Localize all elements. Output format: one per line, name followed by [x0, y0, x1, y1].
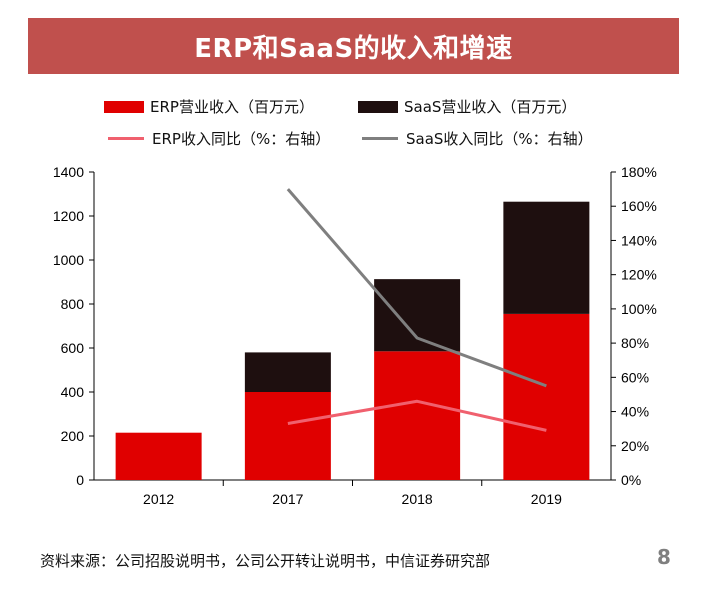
y-tick-label: 200: [61, 428, 85, 444]
bar-saas-revenue: [374, 279, 461, 352]
title-bar: ERP和SaaS的收入和增速: [28, 18, 679, 74]
y-tick-label: 800: [61, 296, 85, 312]
x-tick-label: 2019: [531, 491, 562, 507]
y2-tick-label: 180%: [621, 164, 657, 180]
y2-tick-label: 60%: [621, 369, 649, 385]
y-tick-label: 1400: [53, 164, 84, 180]
legend-line-saas-growth: [362, 137, 398, 140]
legend-label-erp-growth: ERP收入同比（%：右轴）: [152, 130, 331, 148]
x-tick-label: 2012: [143, 491, 174, 507]
y-tick-label: 400: [61, 384, 85, 400]
y-tick-label: 1200: [53, 208, 84, 224]
legend-label-erp-revenue: ERP营业收入（百万元）: [150, 98, 314, 116]
bar-erp-revenue: [244, 392, 331, 480]
legend-item-saas-growth: SaaS收入同比（%：右轴）: [358, 128, 593, 149]
x-tick-label: 2017: [272, 491, 303, 507]
y-tick-label: 1000: [53, 252, 84, 268]
legend-line-erp-growth: [108, 137, 144, 140]
chart-title: ERP和SaaS的收入和增速: [194, 33, 513, 64]
bar-erp-revenue: [115, 432, 202, 480]
bar-saas-revenue: [244, 352, 331, 392]
y-tick-label: 600: [61, 340, 85, 356]
bar-saas-revenue: [503, 201, 590, 314]
legend-label-saas-revenue: SaaS营业收入（百万元）: [404, 98, 577, 116]
legend-item-erp-revenue: ERP营业收入（百万元）: [104, 96, 314, 117]
bar-erp-revenue: [374, 351, 461, 480]
y2-tick-label: 0%: [621, 472, 641, 488]
legend-item-saas-revenue: SaaS营业收入（百万元）: [358, 96, 576, 117]
line-saas-growth: [286, 188, 547, 388]
legend-label-saas-growth: SaaS收入同比（%：右轴）: [406, 130, 593, 148]
y2-tick-label: 140%: [621, 232, 657, 248]
legend-item-erp-growth: ERP收入同比（%：右轴）: [104, 128, 330, 149]
bar-erp-revenue: [503, 313, 590, 480]
y2-tick-label: 20%: [621, 438, 649, 454]
y2-tick-label: 40%: [621, 404, 649, 420]
legend-swatch-saas-revenue: [358, 100, 398, 113]
y2-tick-label: 80%: [621, 335, 649, 351]
line-erp-growth: [287, 399, 547, 432]
page-number: 8: [657, 545, 671, 569]
legend-swatch-erp-revenue: [104, 100, 144, 113]
y2-tick-label: 120%: [621, 267, 657, 283]
source-note: 资料来源：公司招股说明书，公司公开转让说明书，中信证券研究部: [40, 552, 491, 570]
y2-tick-label: 160%: [621, 198, 657, 214]
y2-tick-label: 100%: [621, 301, 657, 317]
y-tick-label: 0: [76, 472, 84, 488]
x-tick-label: 2018: [402, 491, 433, 507]
